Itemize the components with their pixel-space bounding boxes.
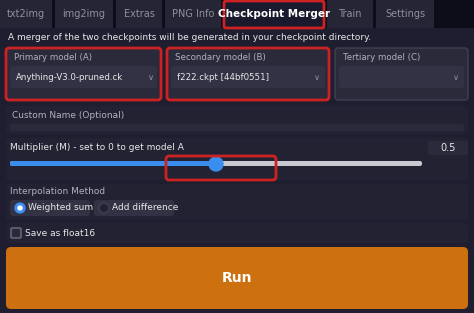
Bar [376, 0, 434, 28]
Text: Train: Train [338, 9, 362, 19]
FancyBboxPatch shape [6, 247, 468, 309]
FancyBboxPatch shape [224, 1, 324, 28]
Text: ∨: ∨ [148, 73, 154, 81]
FancyBboxPatch shape [10, 161, 422, 166]
Text: Save as float16: Save as float16 [25, 228, 95, 238]
Circle shape [15, 203, 25, 213]
FancyBboxPatch shape [10, 200, 90, 216]
FancyBboxPatch shape [167, 48, 329, 100]
Bar [55, 0, 113, 28]
Text: Interpolation Method: Interpolation Method [10, 187, 105, 197]
FancyBboxPatch shape [6, 106, 468, 134]
FancyBboxPatch shape [428, 141, 468, 155]
Text: ∨: ∨ [453, 73, 459, 81]
Text: Custom Name (Optional): Custom Name (Optional) [12, 110, 124, 120]
Text: Weighted sum: Weighted sum [28, 203, 93, 213]
Text: PNG Info: PNG Info [172, 9, 214, 19]
FancyBboxPatch shape [11, 228, 21, 238]
Text: Primary model (A): Primary model (A) [14, 54, 92, 63]
Text: img2img: img2img [63, 9, 106, 19]
Text: Add difference: Add difference [112, 203, 178, 213]
Text: Settings: Settings [385, 9, 425, 19]
Circle shape [18, 206, 22, 210]
Circle shape [100, 204, 108, 212]
FancyBboxPatch shape [10, 66, 157, 88]
FancyBboxPatch shape [6, 223, 468, 243]
Text: A merger of the two checkpoints will be generated in your checkpoint directory.: A merger of the two checkpoints will be … [8, 33, 371, 43]
Text: 0.5: 0.5 [440, 143, 456, 153]
Bar [224, 0, 324, 28]
Bar [327, 0, 373, 28]
Circle shape [209, 157, 223, 171]
Text: Tertiary model (C): Tertiary model (C) [343, 54, 420, 63]
Bar [0, 0, 474, 28]
FancyBboxPatch shape [10, 161, 216, 166]
Text: Run: Run [222, 271, 252, 285]
Text: Multiplier (M) - set to 0 to get model A: Multiplier (M) - set to 0 to get model A [10, 142, 184, 151]
Text: Checkpoint Merger: Checkpoint Merger [218, 9, 330, 19]
FancyBboxPatch shape [10, 124, 464, 131]
Bar [0, 0, 52, 28]
Bar [165, 0, 221, 28]
Text: ∨: ∨ [314, 73, 320, 81]
FancyBboxPatch shape [339, 66, 464, 88]
Circle shape [99, 203, 109, 213]
Text: Secondary model (B): Secondary model (B) [175, 54, 266, 63]
FancyBboxPatch shape [171, 66, 325, 88]
Bar [116, 0, 162, 28]
Text: Extras: Extras [124, 9, 155, 19]
Text: txt2img: txt2img [7, 9, 45, 19]
FancyBboxPatch shape [6, 184, 468, 220]
FancyBboxPatch shape [335, 48, 468, 100]
Text: f222.ckpt [44bf0551]: f222.ckpt [44bf0551] [177, 73, 269, 81]
Text: Anything-V3.0-pruned.ck: Anything-V3.0-pruned.ck [16, 73, 123, 81]
FancyBboxPatch shape [6, 48, 161, 100]
FancyBboxPatch shape [94, 200, 174, 216]
FancyBboxPatch shape [6, 138, 468, 180]
